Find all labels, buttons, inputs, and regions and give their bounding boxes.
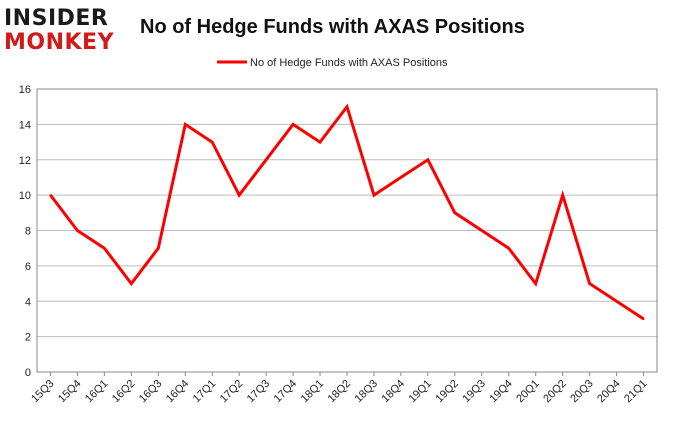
x-tick-label: 18Q1 bbox=[299, 378, 327, 406]
x-tick-label: 20Q3 bbox=[568, 378, 596, 406]
data-point bbox=[588, 282, 591, 285]
data-point bbox=[399, 176, 402, 179]
data-point bbox=[103, 247, 106, 250]
x-tick-label: 19Q4 bbox=[487, 378, 515, 406]
x-tick-label: 17Q1 bbox=[191, 378, 219, 406]
x-tick-label: 18Q3 bbox=[353, 378, 381, 406]
data-point bbox=[507, 247, 510, 250]
y-tick-label: 8 bbox=[25, 226, 31, 238]
x-tick-label: 17Q2 bbox=[218, 378, 246, 406]
data-point bbox=[346, 105, 348, 108]
y-tick-label: 4 bbox=[25, 296, 31, 308]
logo-word-monkey: MONKEY bbox=[4, 30, 115, 55]
data-point bbox=[184, 123, 187, 126]
data-point bbox=[561, 194, 564, 197]
y-tick-label: 14 bbox=[19, 119, 31, 131]
y-tick-label: 10 bbox=[19, 190, 31, 202]
data-point bbox=[480, 229, 483, 232]
legend-label: No of Hedge Funds with AXAS Positions bbox=[250, 57, 448, 69]
data-point bbox=[642, 317, 645, 320]
data-point bbox=[211, 141, 214, 144]
x-tick-label: 19Q3 bbox=[460, 378, 488, 406]
y-axis-ticks: 0 2 4 6 8 10 12 14 16 bbox=[19, 84, 31, 379]
data-point bbox=[49, 194, 52, 197]
data-point bbox=[76, 229, 79, 232]
x-tick-label: 15Q4 bbox=[56, 378, 84, 406]
y-tick-label: 6 bbox=[25, 261, 31, 273]
x-tick-label: 19Q2 bbox=[433, 378, 461, 406]
insider-monkey-logo: INSIDER MONKEY bbox=[4, 6, 126, 56]
data-point bbox=[453, 211, 456, 214]
x-tick-label: 18Q4 bbox=[380, 378, 408, 406]
x-tick-label: 20Q2 bbox=[541, 378, 569, 406]
data-point bbox=[130, 282, 133, 285]
x-tick-label: 15Q3 bbox=[29, 378, 57, 406]
data-point bbox=[534, 282, 537, 285]
grid bbox=[37, 88, 657, 373]
x-tick-label: 17Q4 bbox=[272, 378, 300, 406]
x-tick-label: 16Q2 bbox=[110, 378, 138, 406]
data-point bbox=[426, 158, 429, 161]
x-tick-label: 16Q3 bbox=[137, 378, 165, 406]
x-tick-label: 16Q4 bbox=[164, 378, 192, 406]
x-tick-label: 18Q2 bbox=[326, 378, 354, 406]
data-point bbox=[372, 194, 375, 197]
y-tick-label: 0 bbox=[25, 367, 31, 379]
series-group bbox=[49, 103, 645, 321]
data-point bbox=[615, 300, 618, 303]
logo-word-insider: INSIDER bbox=[4, 6, 109, 31]
x-tick-label: 19Q1 bbox=[406, 378, 434, 406]
data-point bbox=[319, 141, 322, 144]
data-point bbox=[238, 194, 241, 197]
series-line bbox=[49, 103, 645, 321]
y-tick-label: 2 bbox=[25, 332, 31, 344]
x-tick-label: 16Q1 bbox=[83, 378, 111, 406]
data-point bbox=[265, 158, 268, 161]
plot-frame bbox=[36, 88, 658, 373]
legend: No of Hedge Funds with AXAS Positions bbox=[217, 57, 448, 69]
x-axis-ticks: 15Q3 15Q4 16Q1 16Q2 16Q3 16Q4 17Q1 17Q2 17Q3 17Q4… bbox=[29, 372, 650, 405]
y-tick-label: 12 bbox=[19, 155, 31, 167]
x-tick-label: 21Q1 bbox=[622, 378, 650, 406]
x-tick-label: 17Q3 bbox=[245, 378, 273, 406]
data-point bbox=[157, 247, 160, 250]
x-tick-label: 20Q4 bbox=[595, 378, 623, 406]
data-point bbox=[292, 123, 295, 126]
chart-title: No of Hedge Funds with AXAS Positions bbox=[140, 16, 525, 38]
x-tick-label: 20Q1 bbox=[514, 378, 542, 406]
y-tick-label: 16 bbox=[19, 84, 31, 96]
